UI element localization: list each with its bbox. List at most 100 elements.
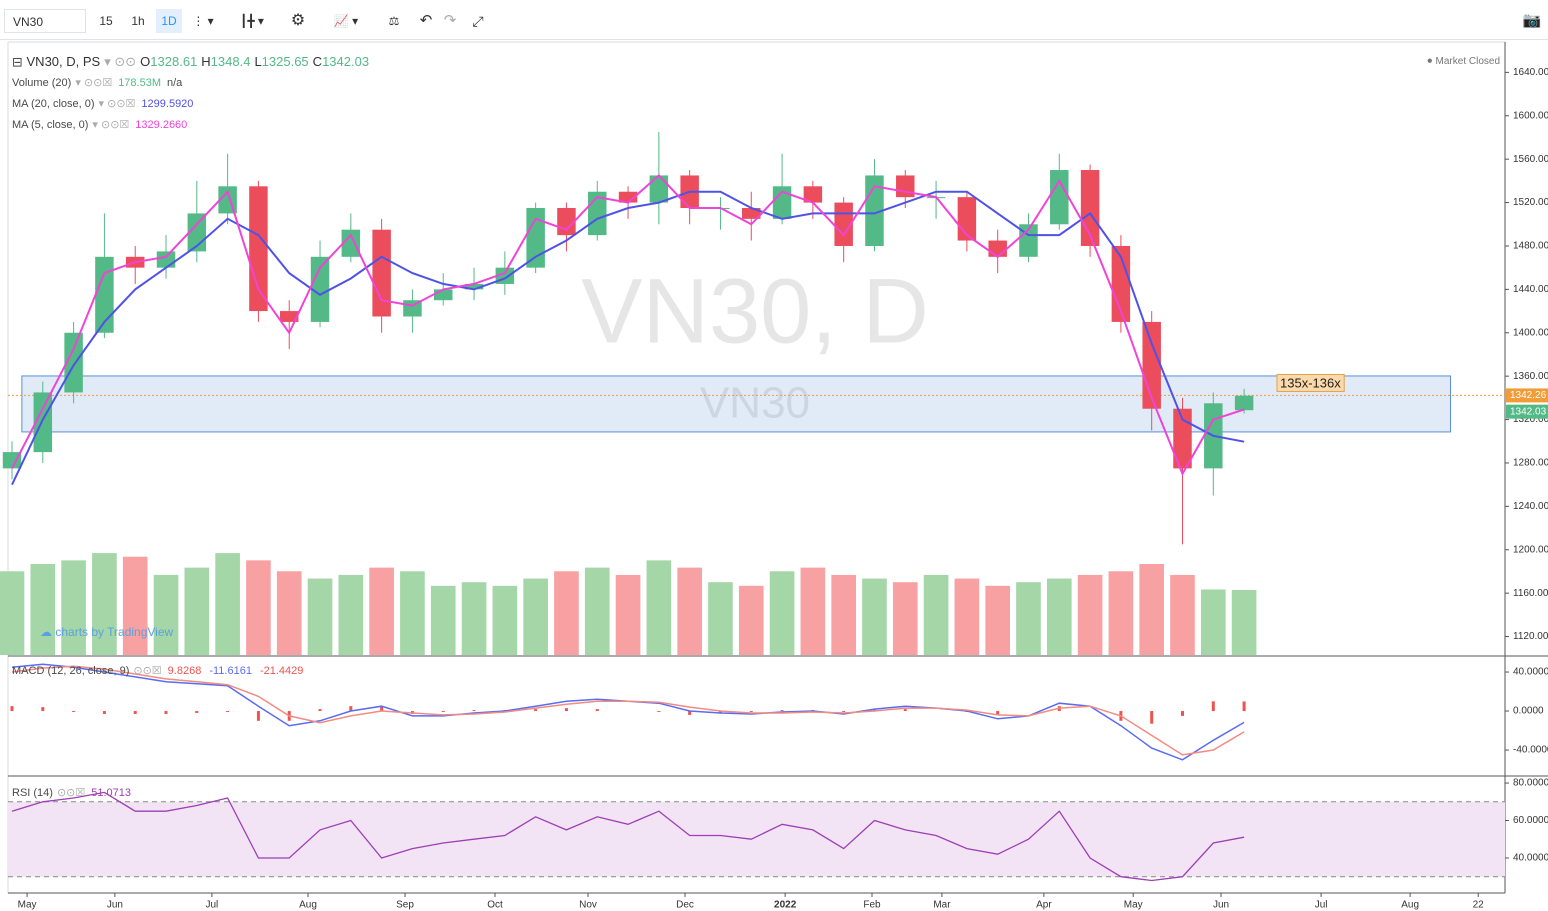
y-tick-label: 1440.00 xyxy=(1513,284,1548,295)
rsi-band xyxy=(8,801,1505,877)
candle-body xyxy=(249,186,268,312)
histogram-bar xyxy=(441,711,445,713)
screenshot-button[interactable]: 📷 xyxy=(1522,12,1542,29)
volume-bar xyxy=(1231,590,1257,655)
zone-label-box xyxy=(1276,373,1345,392)
y-tick-label: 0.0000 xyxy=(1513,706,1544,717)
candle-body xyxy=(1050,170,1069,225)
histogram-bar xyxy=(1150,711,1154,724)
y-tick-label: 40.0000 xyxy=(1513,667,1548,678)
ma-legend: MA (20, close, 0) ▾ ⊙⊙☒ 1299.5920 xyxy=(12,98,193,110)
ma-value: 1299.5920 xyxy=(141,98,193,110)
chart-style-button[interactable]: ┃╋ ▾ xyxy=(240,14,264,28)
market-status: ● Market Closed xyxy=(1427,56,1500,67)
volume-bar xyxy=(246,560,271,655)
symbol-input[interactable]: VN30 xyxy=(4,9,86,33)
redo-button[interactable]: ↷ xyxy=(443,12,457,29)
volume-bar xyxy=(430,585,456,655)
histogram-bar xyxy=(349,706,353,712)
branding: ☁ charts by TradingView xyxy=(40,625,174,639)
undo-button[interactable]: ↶ xyxy=(419,12,433,29)
interval-button[interactable]: 1h xyxy=(131,14,145,28)
volume-bar xyxy=(30,564,56,655)
x-tick-label: Aug xyxy=(1401,900,1419,911)
ma-name: MA (5, close, 0) xyxy=(12,119,88,131)
x-tick-label: Dec xyxy=(676,900,694,911)
macd-value: 9.8268 xyxy=(168,665,202,677)
interval-menu[interactable]: ⋮ ▾ xyxy=(192,14,214,28)
close-label: 1342.03 xyxy=(1510,406,1547,417)
y-tick-label: 1360.00 xyxy=(1513,371,1548,382)
histogram-bar xyxy=(872,709,876,712)
candle-body xyxy=(95,256,114,333)
indicators-button[interactable]: 📈 ▾ xyxy=(333,14,359,28)
y-tick-label: 1480.00 xyxy=(1513,241,1548,252)
volume-bar xyxy=(800,567,826,655)
rsi-line xyxy=(11,791,1245,882)
volume-bar xyxy=(985,585,1011,655)
ma-line xyxy=(11,174,1245,477)
candle-body xyxy=(372,229,391,317)
histogram-bar xyxy=(256,711,260,721)
candle-body xyxy=(279,311,299,322)
histogram-bar xyxy=(780,710,784,712)
volume-bar xyxy=(523,578,548,655)
histogram-bar xyxy=(164,711,168,714)
watermark-main: VN30, D xyxy=(581,260,929,362)
high-value: 1348.4 xyxy=(211,54,251,69)
histogram-bar xyxy=(380,706,384,712)
histogram-bar xyxy=(41,707,45,712)
y-tick-label: 1160.00 xyxy=(1513,588,1548,599)
watermark: VN30, D VN30 xyxy=(581,260,929,427)
volume-legend: Volume (20) ▾ ⊙⊙☒ 178.53M n/a xyxy=(12,77,183,89)
volume-bar xyxy=(831,574,856,655)
macd-legend: MACD (12, 26, close, 9) ⊙⊙☒ 9.8268 -11.6161… xyxy=(12,665,303,677)
legend: ⊟ VN30, D, PS ▾ ⊙⊙ O1328.61 H1348.4 L1325.65… xyxy=(12,54,1500,798)
candle-body xyxy=(64,332,83,393)
volume-bar xyxy=(708,582,733,655)
volume-bar xyxy=(307,578,333,655)
interval-button[interactable]: 1D xyxy=(156,9,182,33)
compare-button[interactable]: ⚖ xyxy=(388,14,400,28)
last-price-tag xyxy=(1506,388,1548,403)
candle-body xyxy=(156,251,176,268)
ohlc-letter: L xyxy=(254,54,261,69)
x-tick-label: Jun xyxy=(107,900,123,911)
volume-bar xyxy=(400,571,425,655)
rsi-legend: RSI (14) ⊙⊙☒ 51.0713 xyxy=(12,787,131,799)
x-tick-label: 2022 xyxy=(774,900,797,911)
toolbar: VN30 15 1h 1D ⋮ ▾ ┃╋ ▾ ⚙ 📈 ▾ ⚖ ↶ ↷ ⤢ 📷 xyxy=(0,0,1548,40)
histogram-bar xyxy=(226,711,230,713)
volume-bar xyxy=(0,571,25,655)
volume-value: 178.53M xyxy=(118,77,161,89)
candle-body xyxy=(310,256,330,322)
ma-line xyxy=(11,190,1245,486)
ma-legend: MA (5, close, 0) ▾ ⊙⊙☒ 1329.2660 xyxy=(12,119,187,131)
x-tick-label: Oct xyxy=(487,900,503,911)
settings-button[interactable]: ⚙ xyxy=(290,12,306,29)
volume-bar xyxy=(1016,582,1041,655)
volume-bar xyxy=(461,582,487,655)
x-tick-label: Apr xyxy=(1036,900,1052,911)
rsi-name: RSI (14) xyxy=(12,787,53,799)
candle-body xyxy=(1111,245,1131,322)
interval-button[interactable]: 15 xyxy=(99,14,113,28)
candle-body xyxy=(464,283,484,290)
fullscreen-button[interactable]: ⤢ xyxy=(472,13,484,29)
macd-value: -21.4429 xyxy=(260,665,303,677)
main-legend: ⊟ VN30, D, PS ▾ ⊙⊙ O1328.61 H1348.4 L1325.65… xyxy=(12,54,369,69)
volume-bar xyxy=(122,556,148,655)
candle-body xyxy=(33,392,53,453)
candle-body xyxy=(803,186,823,203)
ma-value: 1329.2660 xyxy=(135,119,187,131)
y-tick-label: 1280.00 xyxy=(1513,458,1548,469)
volume-bar xyxy=(215,553,240,655)
candle-body xyxy=(649,175,669,203)
ohlc-letter: C xyxy=(313,54,322,69)
histogram-bar xyxy=(1242,701,1246,712)
branding-text: charts by TradingView xyxy=(55,625,173,639)
histogram-bar xyxy=(318,709,322,712)
volume-bar xyxy=(738,585,764,655)
volume-bar xyxy=(1108,571,1134,655)
